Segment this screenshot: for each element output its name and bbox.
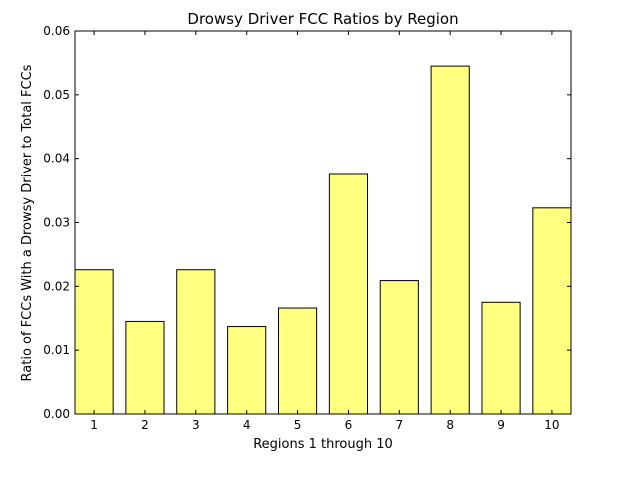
- bar-region-3: [176, 269, 216, 415]
- x-axis-label: Regions 1 through 10: [253, 437, 393, 452]
- chart-title: Drowsy Driver FCC Ratios by Region: [187, 10, 458, 28]
- x-tick-label: 1: [90, 418, 98, 432]
- bars-layer: [74, 65, 572, 415]
- bar-region-5: [277, 307, 318, 415]
- bar-region-8: [430, 65, 470, 415]
- x-tick-label: 8: [446, 418, 454, 432]
- bar-region-9: [481, 301, 521, 415]
- x-tick-label: 5: [294, 418, 302, 432]
- y-tick-label: 0.03: [43, 216, 70, 230]
- y-tick-label: 0.01: [43, 343, 70, 357]
- bar-region-2: [125, 320, 165, 415]
- bar-region-6: [328, 173, 369, 415]
- x-tick-label: 2: [141, 418, 149, 432]
- x-tick-label: 6: [345, 418, 353, 432]
- bar-region-7: [379, 280, 419, 415]
- bar-region-4: [227, 326, 267, 415]
- x-tick-label: 9: [497, 418, 505, 432]
- x-tick-label: 10: [544, 418, 559, 432]
- x-tick-label: 3: [192, 418, 200, 432]
- y-tick-label: 0.02: [43, 279, 70, 293]
- bar-region-1: [74, 269, 114, 415]
- y-tick-label: 0.05: [43, 88, 70, 102]
- x-tick-label: 4: [243, 418, 251, 432]
- x-tick-label: 7: [395, 418, 403, 432]
- bar-region-10: [532, 207, 572, 415]
- y-axis-label: Ratio of FCCs With a Drowsy Driver to To…: [20, 64, 35, 381]
- y-tick-label: 0.04: [43, 152, 70, 166]
- y-tick-label: 0.06: [43, 24, 70, 38]
- y-tick-label: 0.00: [43, 407, 70, 421]
- ticks-layer: 1 2 3 4 5 6 7 8 9 10 0.00 0.01 0.02 0.03 0.04 0.05 0.06: [43, 24, 571, 432]
